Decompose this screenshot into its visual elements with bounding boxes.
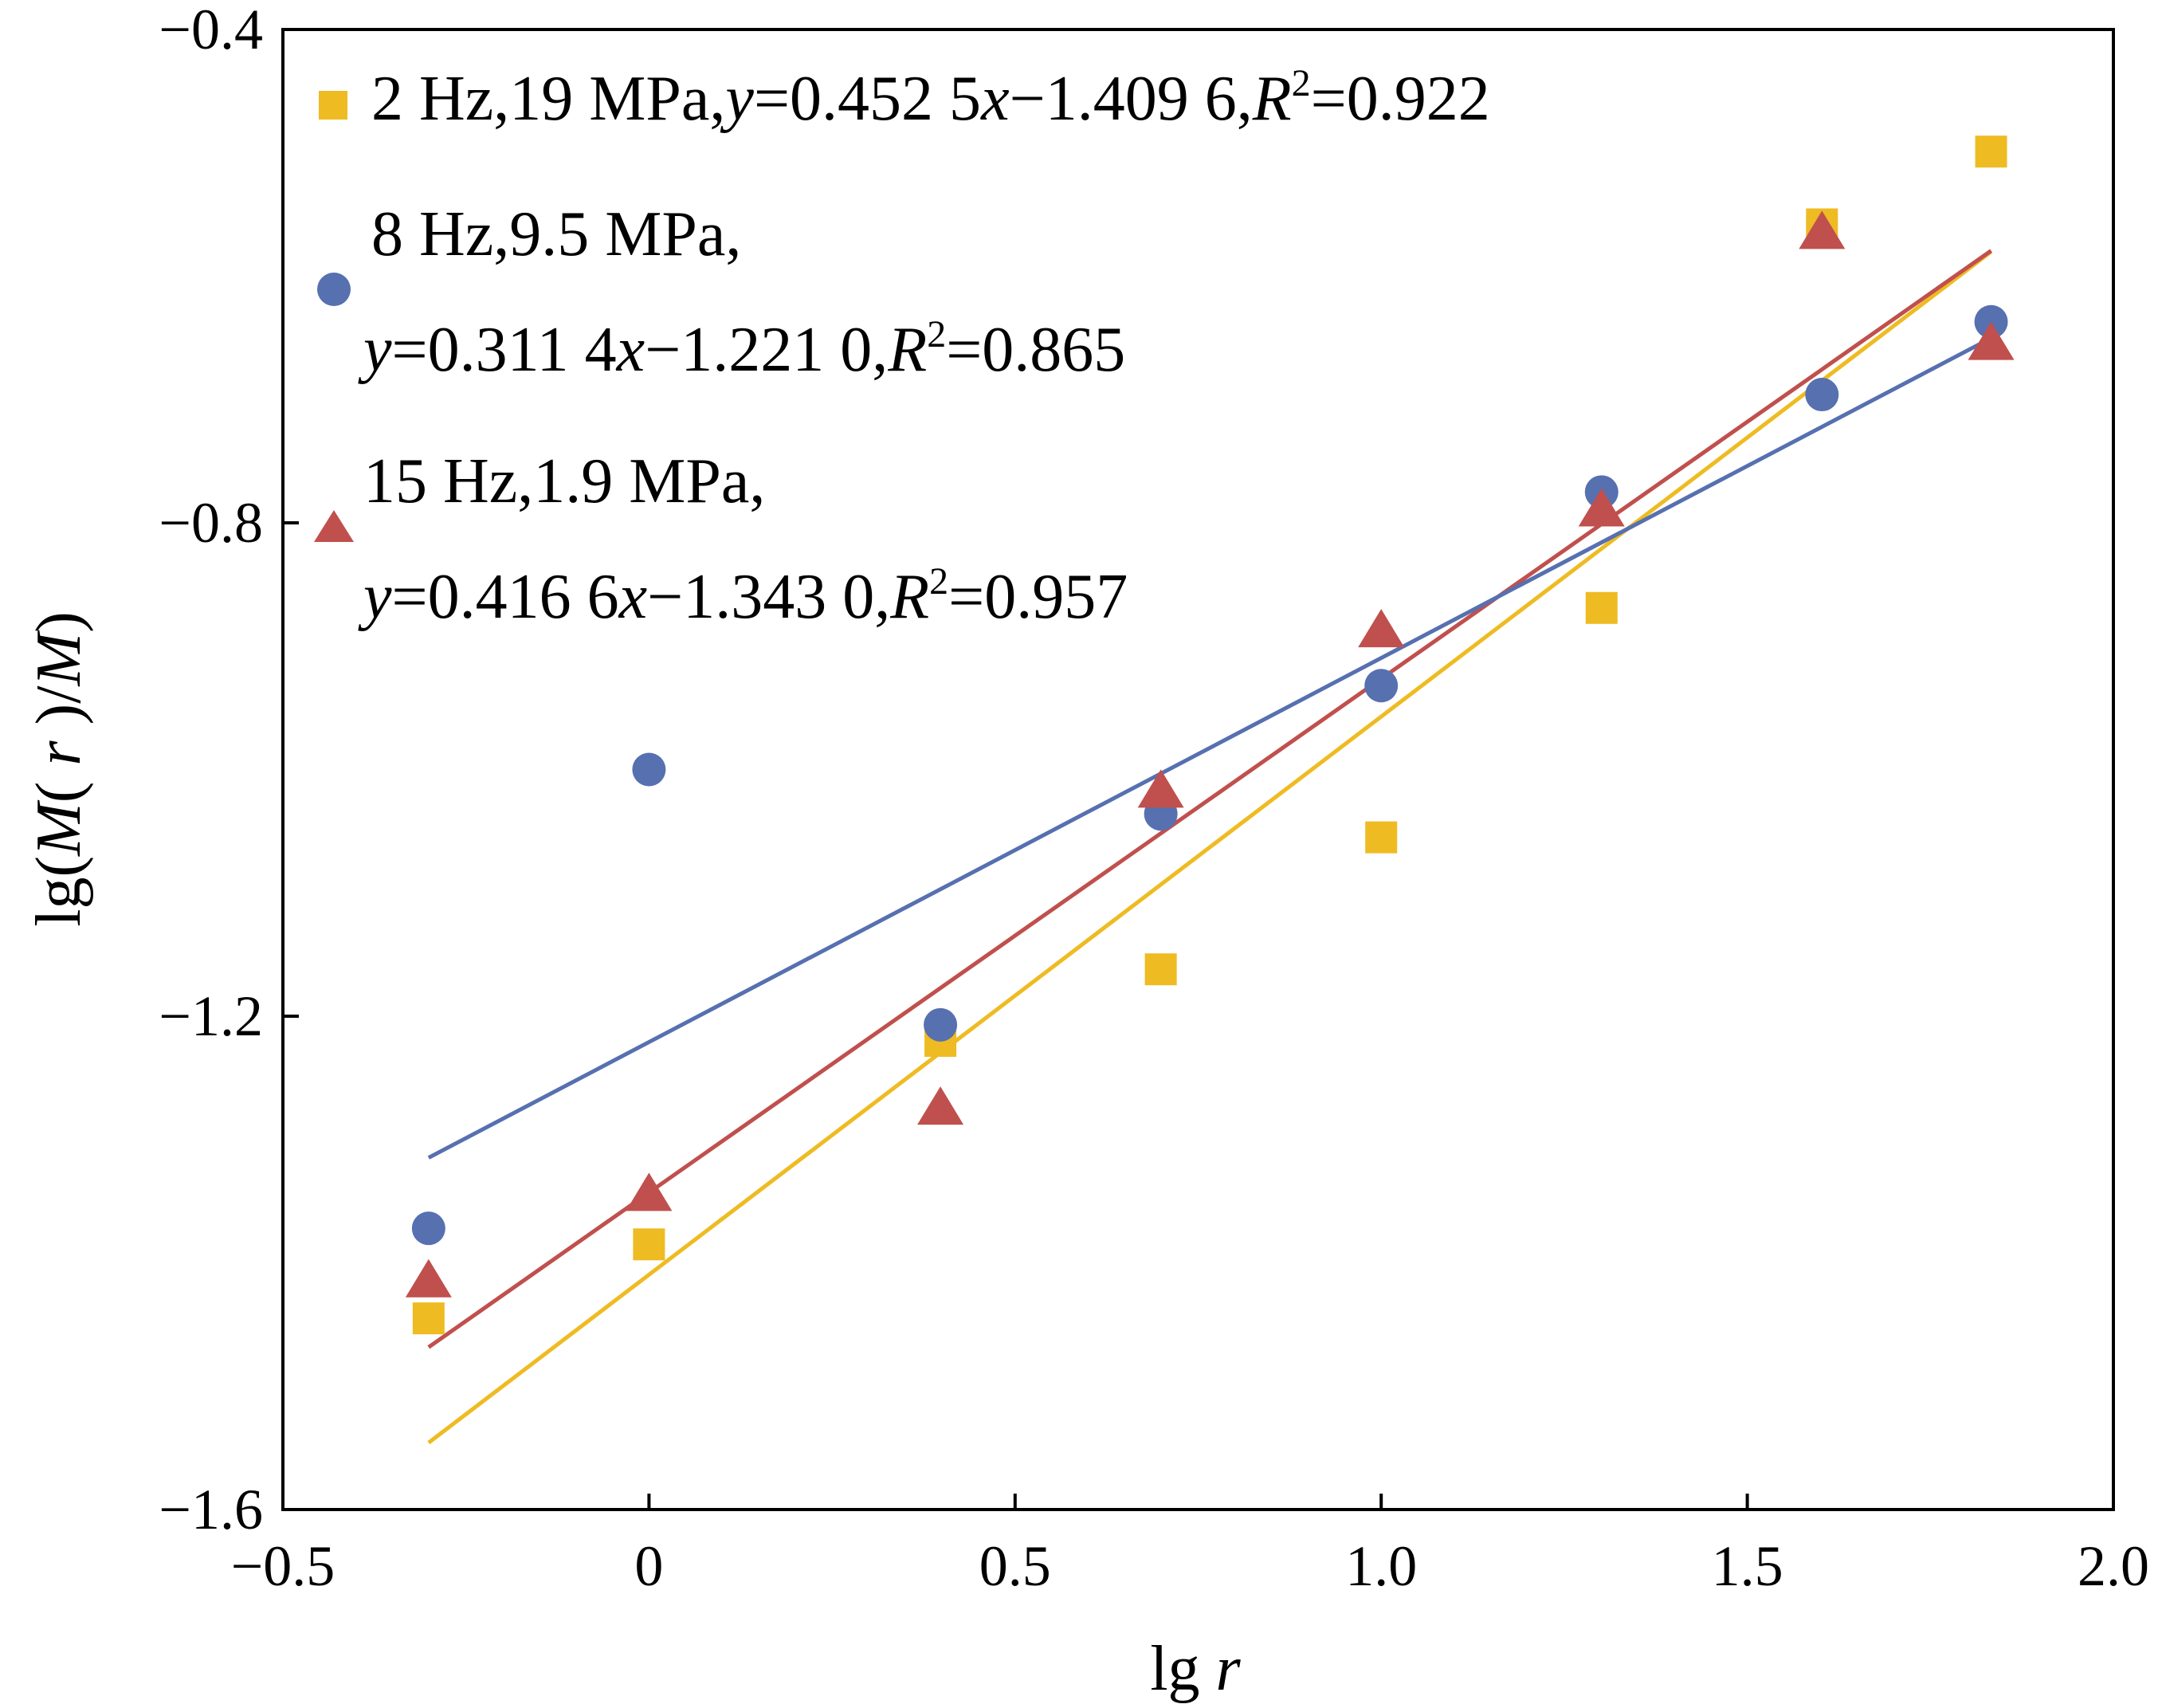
plot-frame bbox=[281, 28, 2115, 1511]
x-tick-label: 0.5 bbox=[979, 1534, 1051, 1598]
y-tick-label: −0.8 bbox=[159, 491, 263, 555]
legend-marker-square bbox=[319, 91, 347, 120]
legend-entry-2-line1: 8 Hz,9.5 MPa, bbox=[371, 199, 741, 269]
point-circle bbox=[1364, 669, 1399, 703]
y-tick-label: −1.6 bbox=[159, 1478, 263, 1541]
point-circle bbox=[1805, 378, 1839, 412]
x-tick-label: 1.0 bbox=[1345, 1534, 1417, 1598]
point-square bbox=[1585, 591, 1618, 624]
y-axis-title: lg(M( r )/M) bbox=[24, 611, 94, 926]
legend-entry-2-line2: y=0.311 4x−1.221 0,R2=0.865 bbox=[358, 313, 1125, 385]
legend-entry-3-line1: 15 Hz,1.9 MPa, bbox=[363, 446, 765, 516]
fit-lines bbox=[427, 249, 1993, 1445]
point-triangle bbox=[1968, 321, 2015, 360]
x-tick-label: −0.5 bbox=[231, 1534, 335, 1598]
point-circle bbox=[632, 752, 666, 787]
point-square bbox=[1144, 953, 1177, 986]
point-square bbox=[633, 1228, 665, 1261]
x-axis-title: lg r bbox=[1150, 1634, 1241, 1704]
x-tick-label: 0 bbox=[634, 1534, 663, 1598]
fit-line-circle bbox=[427, 336, 1992, 1160]
point-triangle bbox=[1799, 210, 1846, 249]
legend: 2 Hz,19 MPa,y=0.452 5x−1.409 6,R2=0.922 … bbox=[314, 62, 1490, 632]
point-square bbox=[412, 1302, 445, 1335]
point-triangle bbox=[917, 1086, 964, 1125]
legend-entry-1: 2 Hz,19 MPa,y=0.452 5x−1.409 6,R2=0.922 bbox=[371, 62, 1490, 134]
point-circle bbox=[411, 1211, 445, 1246]
point-triangle bbox=[1137, 769, 1184, 808]
axis-ticks bbox=[281, 28, 2115, 1511]
y-tick-label: −1.2 bbox=[159, 984, 263, 1048]
point-square bbox=[1365, 821, 1398, 854]
x-tick-labels: −0.5 0 0.5 1.0 1.5 2.0 bbox=[231, 1534, 2149, 1598]
y-tick-label: −0.4 bbox=[159, 0, 263, 61]
legend-marker-triangle bbox=[314, 510, 354, 542]
fit-line-triangle bbox=[427, 249, 1992, 1349]
legend-marker-circle bbox=[317, 273, 351, 306]
fit-line-square bbox=[427, 249, 1993, 1445]
point-triangle bbox=[405, 1258, 452, 1298]
point-circle bbox=[924, 1007, 958, 1042]
data-markers bbox=[405, 135, 2015, 1335]
point-triangle bbox=[626, 1172, 673, 1211]
point-triangle bbox=[1578, 488, 1625, 527]
point-triangle bbox=[1358, 609, 1405, 648]
point-square bbox=[1975, 135, 2007, 168]
x-tick-label: 2.0 bbox=[2078, 1534, 2149, 1598]
x-tick-label: 1.5 bbox=[1712, 1534, 1783, 1598]
y-tick-labels: −1.6 −1.2 −0.8 −0.4 bbox=[159, 0, 263, 1541]
legend-entry-3-line2: y=0.416 6x−1.343 0,R2=0.957 bbox=[358, 560, 1128, 632]
